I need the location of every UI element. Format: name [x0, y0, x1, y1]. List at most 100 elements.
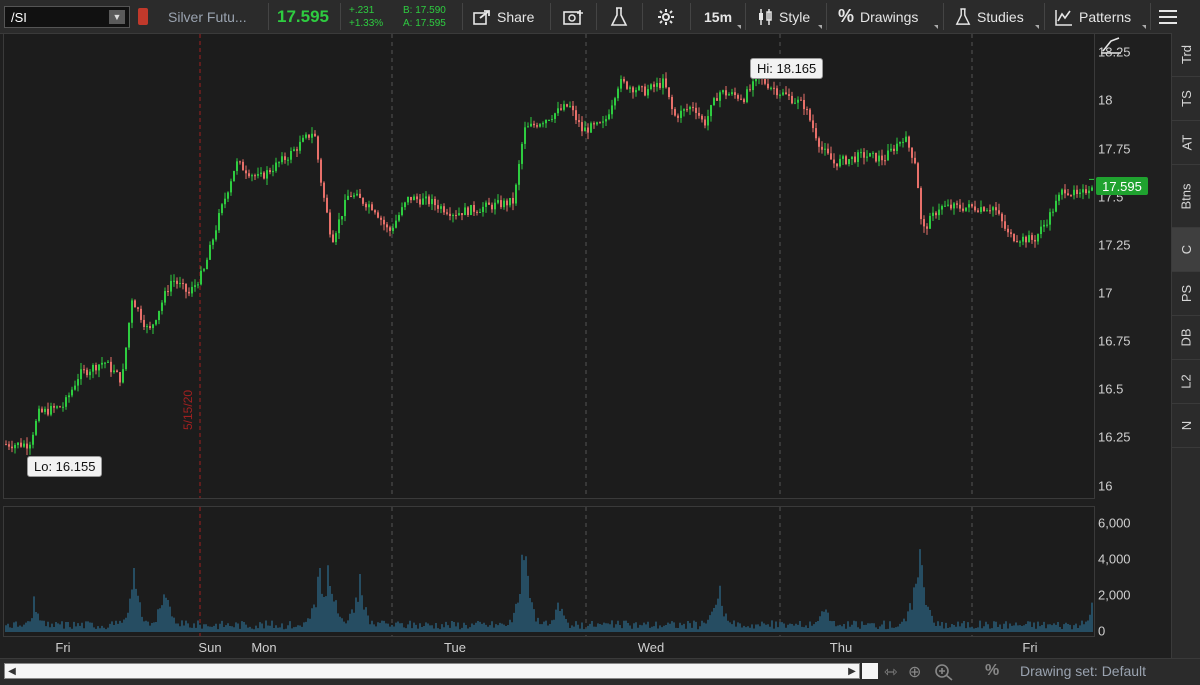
- volume-panel[interactable]: [3, 506, 1095, 637]
- price-chart-panel[interactable]: [3, 33, 1095, 499]
- candle-body: [434, 199, 436, 206]
- low-label: Lo: 16.155: [27, 456, 103, 477]
- style-dropdown-icon[interactable]: [818, 25, 822, 29]
- menu-button[interactable]: [1158, 4, 1178, 29]
- tab-c-label: C: [1178, 244, 1194, 255]
- candle-body: [104, 362, 106, 364]
- tab-c[interactable]: C: [1172, 228, 1200, 272]
- candle-body: [800, 99, 802, 101]
- right-rail: Trd TS AT Btns C PS DB L2 N: [1171, 33, 1200, 658]
- candle-body: [836, 163, 838, 167]
- tab-n[interactable]: N: [1172, 404, 1200, 448]
- candle-body: [449, 213, 451, 217]
- timeframe-dropdown-icon[interactable]: [737, 25, 741, 29]
- settings-button[interactable]: [657, 4, 675, 29]
- candle-body: [101, 362, 103, 365]
- chart-mode-icon[interactable]: [1099, 36, 1123, 56]
- percent-icon[interactable]: %: [985, 662, 1000, 679]
- timeframe-button[interactable]: 15m: [704, 8, 733, 25]
- candle-body: [482, 206, 484, 212]
- drawing-set-label[interactable]: Drawing set: Default: [1020, 663, 1147, 679]
- candle-body: [656, 82, 658, 87]
- zoom-icon[interactable]: [934, 663, 954, 681]
- symbol-dropdown-icon[interactable]: ▼: [109, 10, 125, 24]
- candle-body: [818, 138, 820, 147]
- candle-body: [545, 119, 547, 124]
- studies-button[interactable]: Studies: [955, 4, 1024, 29]
- symbol-description: Silver Futu...: [168, 8, 247, 25]
- candle-body: [1064, 189, 1066, 194]
- link-color-tag[interactable]: [138, 8, 148, 25]
- tab-db[interactable]: DB: [1172, 316, 1200, 360]
- candle-body: [440, 206, 442, 209]
- style-label: Style: [779, 8, 811, 25]
- candle-body: [239, 161, 241, 163]
- drawings-dropdown-icon[interactable]: [934, 25, 938, 29]
- candle-body: [1016, 241, 1018, 243]
- tab-btns[interactable]: Btns: [1172, 165, 1200, 228]
- tab-ps[interactable]: PS: [1172, 272, 1200, 316]
- snapshot-button[interactable]: [563, 4, 585, 29]
- candle-body: [191, 286, 193, 294]
- price-chart[interactable]: [4, 34, 1094, 498]
- horizontal-scrollbar[interactable]: ◀ ▶: [4, 663, 860, 679]
- candle-body: [578, 120, 580, 123]
- candle-body: [605, 119, 607, 122]
- candle-body: [731, 92, 733, 95]
- candle-body: [515, 184, 517, 204]
- candle-body: [221, 204, 223, 214]
- studies-dropdown-icon[interactable]: [1035, 25, 1039, 29]
- candle-body: [599, 122, 601, 124]
- volume-chart[interactable]: [4, 507, 1094, 636]
- candle-body: [110, 361, 112, 373]
- candle-body: [395, 220, 397, 228]
- candle-body: [260, 172, 262, 175]
- candle-body: [446, 212, 448, 214]
- style-button[interactable]: Style: [757, 4, 810, 29]
- date-marker-label: 5/15/20: [181, 389, 195, 430]
- candle-body: [413, 196, 415, 201]
- candle-body: [128, 322, 130, 348]
- candle-body: [860, 152, 862, 154]
- price-axis-label: 17.75: [1098, 141, 1131, 157]
- tab-ts[interactable]: TS: [1172, 77, 1200, 121]
- change-block: +.231 +1.33%: [349, 4, 383, 30]
- candle-body: [161, 302, 163, 311]
- candle-body: [65, 397, 67, 407]
- candle-body: [293, 149, 295, 151]
- candle-body: [257, 174, 259, 176]
- drawings-button[interactable]: % Drawings: [838, 4, 918, 29]
- candle-body: [11, 446, 13, 449]
- candle-body: [584, 127, 586, 132]
- patterns-dropdown-icon[interactable]: [1142, 25, 1146, 29]
- candle-body: [83, 369, 85, 371]
- candle-body: [722, 90, 724, 93]
- candle-body: [623, 79, 625, 82]
- candle-body: [1073, 189, 1075, 196]
- scroll-right-icon[interactable]: ▶: [848, 665, 856, 677]
- tab-at[interactable]: AT: [1172, 121, 1200, 165]
- price-axis[interactable]: 18.25 18 17.75 17.5 17.25 17 16.75 16.5 16.25 16: [1095, 33, 1171, 499]
- candle-body: [854, 156, 856, 162]
- candle-body: [476, 211, 478, 213]
- candle-body: [1091, 187, 1093, 191]
- tab-trd[interactable]: Trd: [1172, 33, 1200, 77]
- expand-horizontal-icon[interactable]: ⇿: [884, 664, 898, 681]
- candle-body: [1061, 189, 1063, 195]
- symbol-input[interactable]: /SI ▼: [4, 6, 130, 28]
- candle-body: [392, 227, 394, 231]
- candle-body: [467, 207, 469, 216]
- crosshair-icon[interactable]: ⊕: [908, 664, 922, 681]
- scroll-left-icon[interactable]: ◀: [8, 665, 16, 677]
- high-label: Hi: 18.165: [750, 58, 824, 79]
- patterns-button[interactable]: Patterns: [1055, 4, 1131, 29]
- share-button[interactable]: Share: [473, 4, 534, 29]
- scroll-end-box[interactable]: [862, 663, 878, 679]
- price-axis-label: 18.25: [1098, 44, 1131, 60]
- candle-body: [935, 212, 937, 216]
- tab-l2[interactable]: L2: [1172, 360, 1200, 404]
- candle-body: [269, 170, 271, 173]
- lab-button[interactable]: [610, 4, 628, 29]
- candle-body: [926, 226, 928, 229]
- candle-body: [716, 98, 718, 101]
